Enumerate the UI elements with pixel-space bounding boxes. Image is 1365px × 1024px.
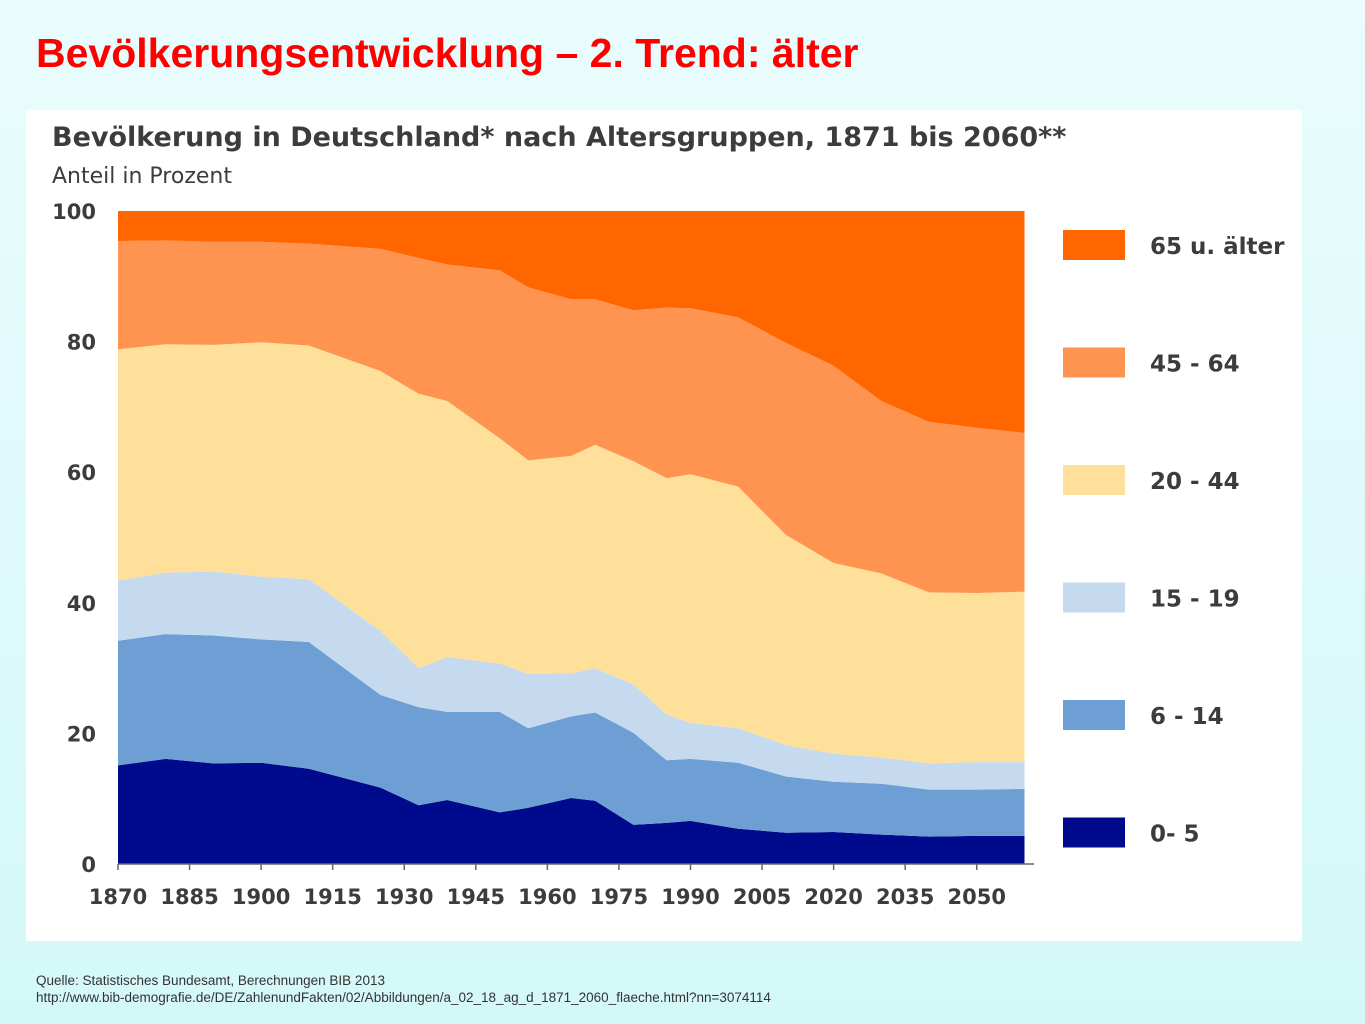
area-15-19 <box>118 571 1025 790</box>
legend-label: 6 - 14 <box>1150 704 1224 730</box>
axes: 1870 1885 1900 1915 1930 1945 1960 1975 1990 2005… <box>52 200 1034 909</box>
x-tick-label: 2035 <box>876 885 934 909</box>
legend: 65 u. älter 45 - 64 20 - 44 15 - 19 6 - 14 0-… <box>1063 230 1285 848</box>
x-tick-label: 1975 <box>590 885 648 909</box>
legend-swatch <box>1063 230 1125 260</box>
legend-swatch <box>1063 582 1125 613</box>
area-65-u-älter <box>118 211 1025 433</box>
area-6-14 <box>118 634 1025 837</box>
source-note: Quelle: Statistisches Bundesamt, Berechn… <box>36 972 771 1006</box>
legend-swatch <box>1063 465 1125 495</box>
source-credit: Quelle: Statistisches Bundesamt, Berechn… <box>36 973 385 988</box>
x-tick-label: 1930 <box>375 885 433 909</box>
legend-label: 15 - 19 <box>1150 587 1240 613</box>
legend-swatch <box>1063 817 1125 848</box>
legend-label: 45 - 64 <box>1150 352 1240 378</box>
y-tick-label: 20 <box>67 722 96 746</box>
chart-title: Bevölkerung in Deutschland* nach Altersg… <box>52 122 1067 153</box>
area-45-64 <box>118 240 1025 593</box>
legend-label: 20 - 44 <box>1150 469 1240 495</box>
slide-title: Bevölkerungsentwicklung – 2. Trend: älte… <box>36 30 859 76</box>
x-tick-label: 2005 <box>733 885 791 909</box>
x-tick-label: 1945 <box>447 885 505 909</box>
area-0-5 <box>118 758 1025 864</box>
x-tick-label: 1900 <box>232 885 290 909</box>
chart-panel: Bevölkerung in Deutschland* nach Altersg… <box>26 110 1302 941</box>
y-tick-label: 60 <box>67 461 96 485</box>
x-tick-label: 1885 <box>160 885 218 909</box>
chart-subtitle: Anteil in Prozent <box>52 164 232 189</box>
x-tick-label: 1870 <box>89 885 147 909</box>
legend-swatch <box>1063 347 1125 378</box>
y-tick-label: 40 <box>67 592 96 616</box>
x-tick-label: 1990 <box>661 885 719 909</box>
source-url[interactable]: http://www.bib-demografie.de/DE/Zahlenun… <box>36 990 771 1005</box>
x-tick-label: 1915 <box>303 885 361 909</box>
x-tick-label: 1960 <box>518 885 576 909</box>
area-layers <box>118 211 1025 864</box>
legend-swatch <box>1063 700 1125 730</box>
y-tick-label: 100 <box>52 200 96 224</box>
x-tick-label: 2050 <box>948 885 1006 909</box>
y-tick-label: 80 <box>67 331 96 355</box>
legend-label: 65 u. älter <box>1150 234 1285 260</box>
y-tick-label: 0 <box>81 853 96 877</box>
x-tick-label: 2020 <box>804 885 862 909</box>
legend-label: 0- 5 <box>1150 822 1200 848</box>
stacked-area-chart: 1870 1885 1900 1915 1930 1945 1960 1975 1990 2005… <box>52 200 1285 909</box>
area-20-44 <box>118 342 1025 764</box>
